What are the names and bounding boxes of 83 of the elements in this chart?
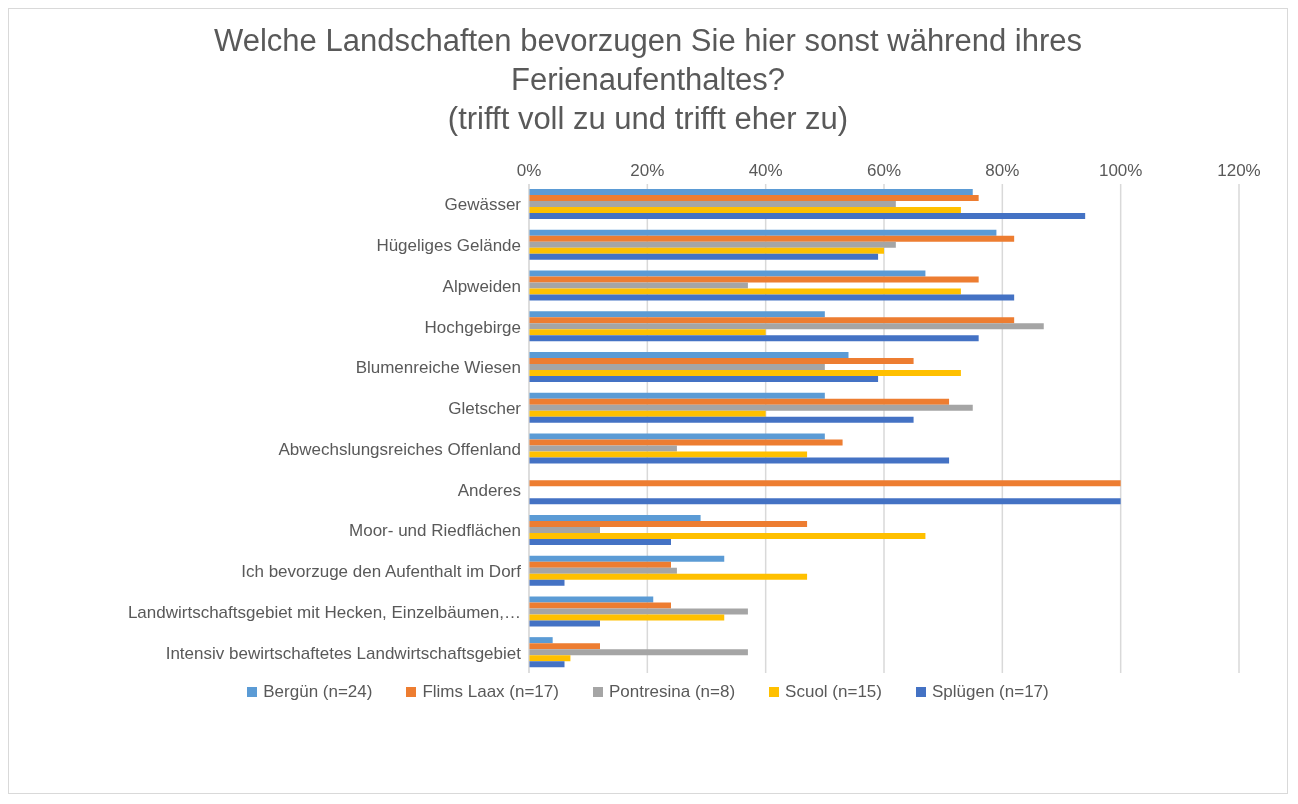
bar — [529, 241, 896, 248]
bar — [529, 526, 600, 533]
bar — [529, 514, 701, 521]
x-tick-label: 40% — [748, 161, 783, 180]
bar — [529, 212, 1086, 219]
bar — [529, 573, 808, 580]
y-tick-label: Abwechslungsreiches Offenland — [278, 439, 521, 459]
bar — [529, 270, 926, 277]
bar — [529, 404, 973, 411]
bar — [529, 317, 1015, 324]
bar — [529, 602, 671, 609]
bar — [529, 375, 879, 382]
legend-label: Scuol (n=15) — [785, 682, 882, 702]
y-tick-label: Blumenreiche Wiesen — [355, 358, 521, 378]
y-tick-label: Anderes — [457, 480, 521, 500]
bar — [529, 614, 725, 621]
y-tick-label: Hügeliges Gelände — [376, 236, 521, 256]
bar — [529, 532, 926, 539]
bar — [529, 351, 849, 358]
bar — [529, 363, 825, 370]
bar — [529, 200, 896, 207]
x-tick-label: 100% — [1098, 161, 1143, 180]
bar — [529, 567, 677, 574]
y-tick-label: Hochgebirge — [424, 317, 521, 337]
bar — [529, 294, 1015, 301]
y-tick-label: Gletscher — [448, 399, 522, 419]
bar — [529, 643, 600, 650]
bar — [529, 398, 950, 405]
bar — [529, 608, 748, 615]
bar — [529, 579, 565, 586]
bar — [529, 457, 950, 464]
y-tick-label: Gewässer — [444, 195, 522, 215]
y-tick-label: Alpweiden — [442, 276, 521, 296]
bar — [529, 288, 961, 295]
x-tick-label: 0% — [516, 161, 542, 180]
bar — [529, 498, 1121, 505]
legend-label: Flims Laax (n=17) — [422, 682, 559, 702]
x-tick-label: 80% — [985, 161, 1020, 180]
legend-label: Bergün (n=24) — [263, 682, 373, 702]
bar — [529, 357, 914, 364]
bar — [529, 620, 600, 627]
chart-title: Welche Landschaften bevorzugen Sie hier sonst während ihres Ferienaufenthaltes? — [213, 22, 1083, 99]
y-tick-label: Moor- und Riedflächen — [349, 521, 521, 541]
bar — [529, 561, 671, 568]
bar — [529, 433, 825, 440]
y-tick-label: Intensiv bewirtschaftetes Landwirtschaftsgebiet — [165, 643, 522, 663]
bar — [529, 229, 997, 236]
x-tick-label: 120% — [1217, 161, 1261, 180]
bar — [529, 323, 1044, 330]
bar — [529, 445, 677, 452]
bar — [529, 439, 843, 446]
bar — [529, 661, 565, 668]
bar — [529, 655, 571, 662]
bar — [529, 235, 1015, 242]
chart-subtitle: (trifft voll zu und trifft eher zu) — [446, 100, 850, 138]
x-tick-label: 20% — [630, 161, 665, 180]
bar — [529, 392, 825, 399]
y-tick-label: Landwirtschaftsgebiet mit Hecken, Einzelbäumen,… — [127, 602, 521, 622]
bar — [529, 369, 961, 376]
legend-label: Splügen (n=17) — [931, 682, 1049, 702]
bar — [529, 188, 973, 195]
bar — [529, 247, 884, 254]
bar — [529, 555, 725, 562]
bar — [529, 480, 1121, 487]
bar — [529, 538, 671, 545]
bar — [529, 410, 766, 417]
bar — [529, 596, 654, 603]
bar — [529, 329, 766, 336]
bar — [529, 276, 979, 283]
bar — [529, 206, 961, 213]
bar — [529, 311, 825, 318]
bar — [529, 637, 553, 644]
bar — [529, 253, 879, 260]
x-tick-label: 60% — [866, 161, 902, 180]
bar — [529, 451, 808, 458]
bar — [529, 282, 748, 289]
bar — [529, 416, 914, 423]
y-tick-label: Ich bevorzuge den Aufenthalt im Dorf — [241, 562, 522, 582]
bar — [529, 194, 979, 201]
bar — [529, 649, 748, 656]
bar — [529, 335, 979, 342]
bar — [529, 520, 808, 527]
legend-label: Pontresina (n=8) — [608, 682, 736, 702]
